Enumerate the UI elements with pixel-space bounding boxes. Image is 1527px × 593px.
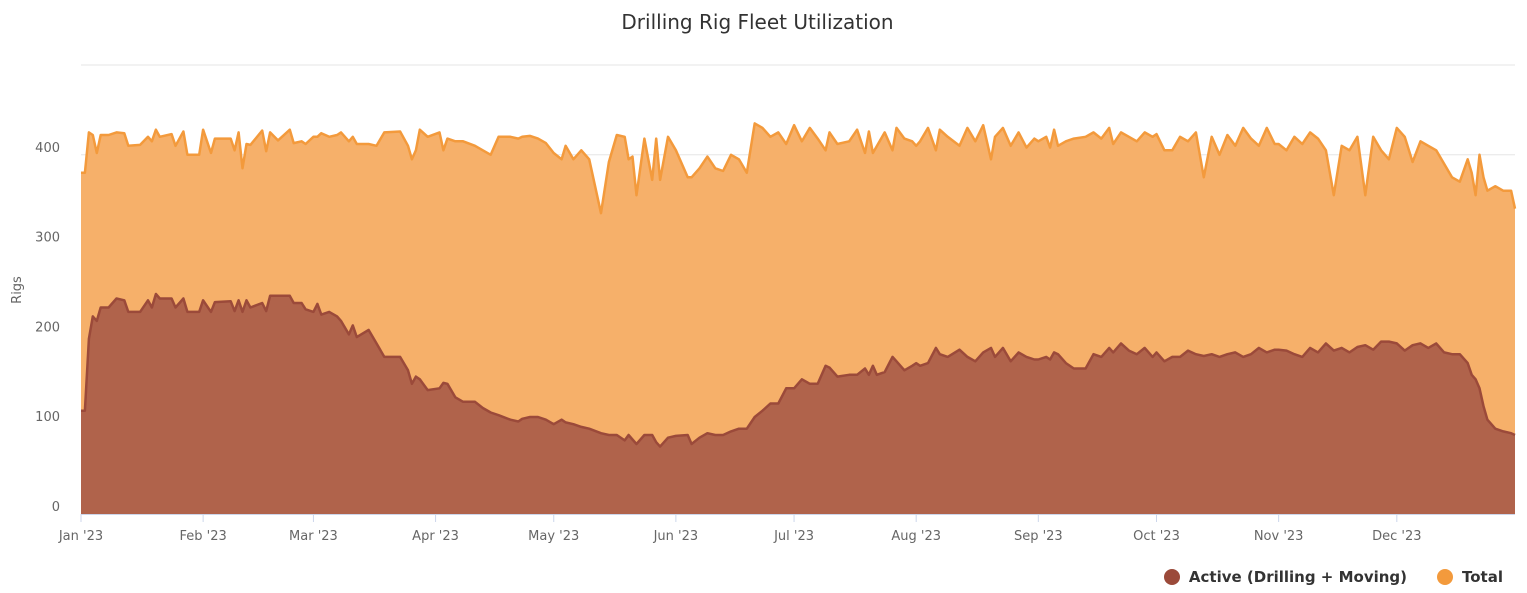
x-tick-label-2: Mar '23 xyxy=(289,529,338,544)
x-tick-label-8: Sep '23 xyxy=(1014,529,1063,544)
legend-label-active: Active (Drilling + Moving) xyxy=(1188,568,1408,586)
x-tick-label-6: Jul '23 xyxy=(773,529,814,544)
x-tick-label-0: Jan '23 xyxy=(58,529,103,544)
series-areas xyxy=(81,122,1517,515)
y-tick-label-300: 300 xyxy=(35,231,60,246)
y-tick-label-100: 100 xyxy=(35,410,60,425)
line-active xyxy=(81,292,1516,448)
x-tick-label-10: Nov '23 xyxy=(1254,529,1304,544)
legend: Active (Drilling + Moving) Total xyxy=(1163,568,1503,586)
x-tick-label-1: Feb '23 xyxy=(179,529,226,544)
axes: 0 100 200 300 400 Rigs Jan '23 Feb '23 Mar '23 Ap… xyxy=(10,141,1515,544)
line-total xyxy=(81,122,1517,215)
legend-item-active[interactable]: Active (Drilling + Moving) xyxy=(1163,568,1408,586)
y-axis-title: Rigs xyxy=(10,276,25,304)
y-tick-label-400: 400 xyxy=(35,141,60,156)
x-tick-label-4: May '23 xyxy=(528,529,579,544)
x-tick-label-9: Oct '23 xyxy=(1133,529,1180,544)
area-active xyxy=(81,294,1515,514)
x-tick-label-11: Dec '23 xyxy=(1372,529,1421,544)
legend-marker-total xyxy=(1437,569,1454,585)
x-tick-label-3: Apr '23 xyxy=(412,529,459,544)
y-tick-label-200: 200 xyxy=(35,320,60,335)
x-tick-label-5: Jun '23 xyxy=(653,529,699,544)
legend-marker-active xyxy=(1163,569,1180,585)
y-tick-label-0: 0 xyxy=(52,500,60,515)
chart-title: Drilling Rig Fleet Utilization xyxy=(621,10,894,34)
legend-item-total[interactable]: Total xyxy=(1437,568,1503,586)
x-tick-label-7: Aug '23 xyxy=(891,529,941,544)
legend-label-total: Total xyxy=(1462,568,1503,586)
